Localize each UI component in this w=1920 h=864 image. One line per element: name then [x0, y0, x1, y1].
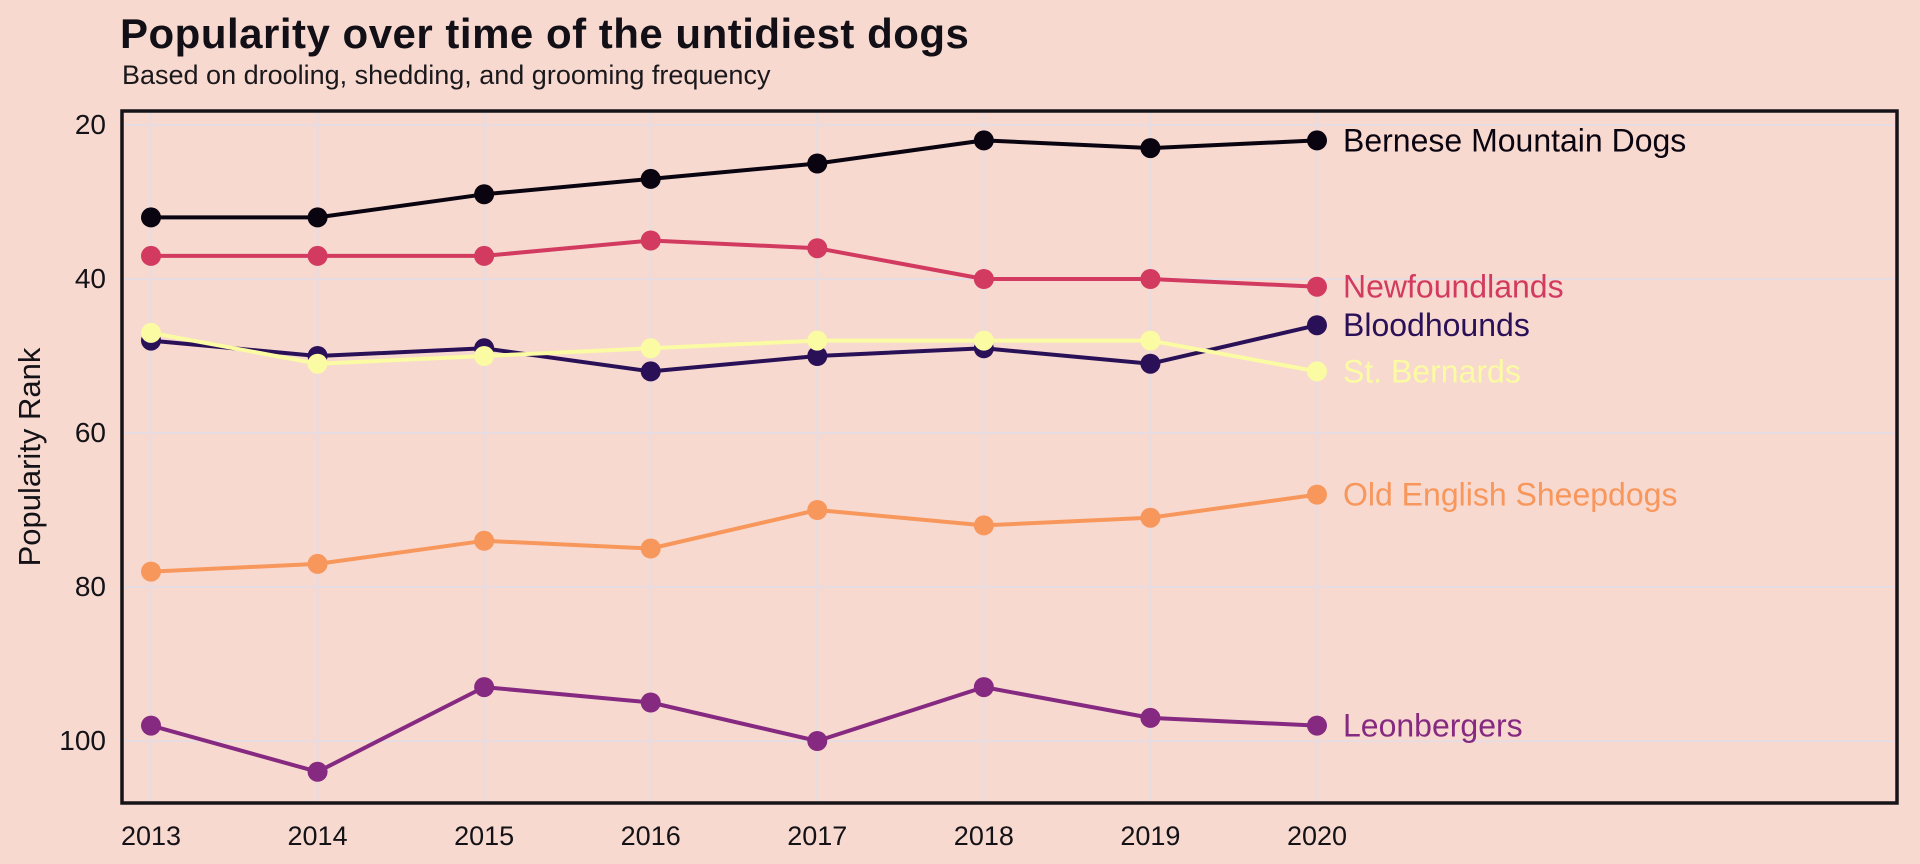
y-tick-label-60: 60	[75, 417, 106, 448]
data-point-leonbergers-2017	[807, 731, 828, 751]
y-axis-title: Popularity Rank	[12, 347, 47, 566]
x-tick-label-2019: 2019	[1120, 821, 1180, 851]
data-point-st-bernards-2019	[1140, 330, 1161, 351]
data-point-leonbergers-2014	[307, 761, 328, 782]
y-tick-label-100: 100	[59, 725, 106, 756]
data-point-leonbergers-2016	[640, 692, 661, 713]
data-point-bloodhounds-2019	[1140, 353, 1161, 374]
x-tick-label-2014: 2014	[288, 821, 348, 851]
data-point-leonbergers-2015	[474, 677, 495, 698]
chart-subtitle: Based on drooling, shedding, and groomin…	[122, 60, 771, 90]
data-point-newfoundlands-2017	[807, 238, 828, 259]
series-label-old-english-sheepdogs: Old English Sheepdogs	[1343, 477, 1677, 513]
plot-border	[120, 109, 1899, 805]
data-point-bernese-mountain-dogs-2016	[640, 168, 661, 189]
data-point-newfoundlands-2016	[640, 230, 661, 251]
data-point-st-bernards-2013	[141, 322, 161, 343]
data-point-bernese-mountain-dogs-2014	[307, 207, 328, 228]
data-point-leonbergers-2018	[973, 677, 994, 698]
data-point-leonbergers-2019	[1140, 707, 1161, 728]
series-line-leonbergers	[150, 685, 1318, 774]
data-point-bernese-mountain-dogs-2019	[1140, 138, 1161, 159]
data-point-st-bernards-2017	[807, 330, 828, 351]
x-tick-label-2016: 2016	[621, 821, 681, 851]
data-point-newfoundlands-2019	[1140, 269, 1161, 289]
data-point-st-bernards-2020	[1306, 361, 1327, 382]
data-point-old-english-sheepdogs-2013	[141, 561, 161, 582]
data-point-bloodhounds-2017	[807, 346, 828, 366]
series-line-bloodhounds	[150, 323, 1318, 374]
series-line-newfoundlands	[151, 238, 1318, 289]
data-point-bernese-mountain-dogs-2013	[141, 207, 161, 228]
data-point-old-english-sheepdogs-2015	[474, 530, 495, 551]
data-point-bernese-mountain-dogs-2020	[1306, 130, 1327, 151]
data-point-bloodhounds-2020	[1306, 315, 1327, 336]
y-tick-label-40: 40	[75, 263, 106, 294]
data-point-newfoundlands-2015	[474, 245, 495, 266]
data-point-bernese-mountain-dogs-2018	[973, 130, 994, 151]
series-line-old-english-sheepdogs	[150, 492, 1318, 574]
x-tick-label-2015: 2015	[454, 821, 514, 851]
chart-title: Popularity over time of the untidiest do…	[120, 10, 970, 57]
x-tick-label-2018: 2018	[954, 821, 1014, 851]
data-point-old-english-sheepdogs-2018	[973, 515, 994, 536]
data-point-st-bernards-2018	[973, 330, 994, 351]
data-point-old-english-sheepdogs-2017	[807, 500, 828, 520]
data-point-newfoundlands-2014	[307, 245, 328, 266]
data-point-old-english-sheepdogs-2016	[640, 538, 661, 559]
data-point-newfoundlands-2020	[1306, 276, 1327, 297]
series-label-leonbergers: Leonbergers	[1343, 708, 1523, 744]
y-tick-label-80: 80	[75, 571, 106, 602]
data-point-st-bernards-2016	[640, 338, 661, 359]
data-point-newfoundlands-2018	[973, 269, 994, 289]
series-line-st-bernards	[150, 330, 1318, 374]
series-label-bernese-mountain-dogs: Bernese Mountain Dogs	[1343, 122, 1686, 158]
data-point-newfoundlands-2013	[141, 245, 161, 266]
data-point-bernese-mountain-dogs-2017	[807, 153, 828, 174]
data-point-old-english-sheepdogs-2014	[307, 553, 328, 574]
data-point-leonbergers-2020	[1306, 715, 1327, 736]
x-tick-label-2013: 2013	[121, 821, 181, 851]
data-point-bernese-mountain-dogs-2015	[474, 184, 495, 205]
series-label-bloodhounds: Bloodhounds	[1343, 307, 1530, 343]
data-point-bloodhounds-2016	[640, 361, 661, 382]
x-tick-label-2017: 2017	[787, 821, 847, 851]
data-point-st-bernards-2015	[474, 346, 495, 366]
x-tick-label-2020: 2020	[1287, 821, 1347, 851]
data-point-st-bernards-2014	[307, 353, 328, 374]
data-point-old-english-sheepdogs-2019	[1140, 507, 1161, 528]
data-point-old-english-sheepdogs-2020	[1306, 484, 1327, 505]
series-label-st-bernards: St. Bernards	[1343, 353, 1521, 389]
data-point-leonbergers-2013	[141, 715, 161, 736]
series-label-newfoundlands: Newfoundlands	[1343, 269, 1564, 305]
y-tick-label-20: 20	[75, 109, 106, 140]
series-line-bernese-mountain-dogs	[151, 138, 1318, 220]
